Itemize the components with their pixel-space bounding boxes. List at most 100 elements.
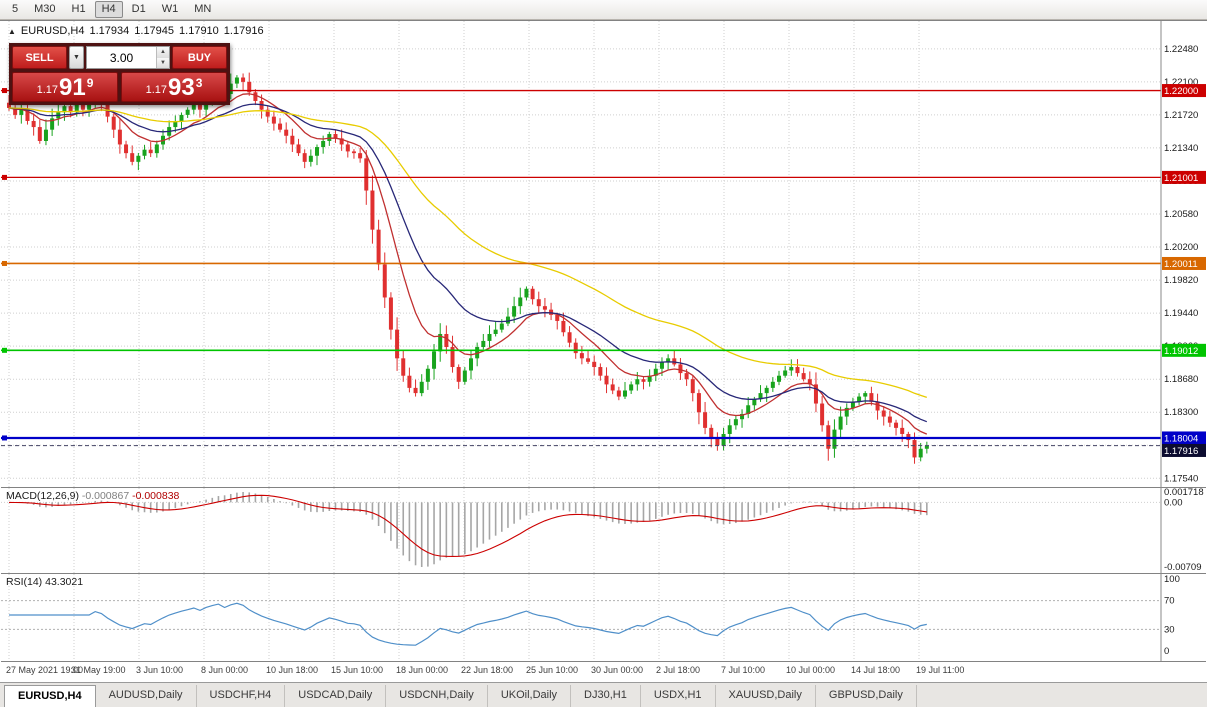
ask-pipette: 3: [195, 76, 203, 90]
buy-button[interactable]: BUY: [172, 46, 227, 69]
rsi-axis-label: 0: [1164, 646, 1169, 657]
chart-window: 1.224801.221001.217201.213401.209601.205…: [0, 20, 1207, 683]
timeframe-button-5[interactable]: 5: [5, 1, 25, 18]
ask-big-digits: 93: [168, 74, 195, 101]
time-axis-label: 19 Jul 11:00: [916, 665, 965, 675]
volume-field: ▲ ▼: [86, 46, 170, 69]
line-handle[interactable]: [2, 174, 7, 180]
time-axis-label: 10 Jul 00:00: [786, 665, 836, 675]
rsi-pane: 100 70 30 0 RSI(14) 43.3021: [1, 573, 1206, 661]
ohlc-high: 1.17945: [134, 25, 175, 37]
time-axis-label: 22 Jun 18:00: [461, 665, 514, 675]
ask-prefix: 1.17: [145, 84, 168, 96]
rsi-chart: 100 70 30 0: [1, 573, 1206, 661]
chart-tab-usdx-h1[interactable]: USDX,H1: [641, 685, 716, 707]
chart-tab-usdcad-daily[interactable]: USDCAD,Daily: [285, 685, 387, 707]
timeframe-button-m30[interactable]: M30: [27, 1, 62, 18]
ohlc-close: 1.17916: [223, 25, 264, 37]
price-axis-label: 1.19820: [1164, 275, 1198, 286]
chart-tab-dj30-h1[interactable]: DJ30,H1: [571, 685, 641, 707]
ma-slow-line: [8, 107, 928, 399]
price-axis-label: 1.22480: [1164, 44, 1198, 55]
time-axis-label: 8 Jun 00:00: [201, 665, 249, 675]
chart-tab-eurusd-h4[interactable]: EURUSD,H4: [4, 685, 96, 707]
line-handle[interactable]: [2, 435, 7, 441]
time-axis-label: 14 Jul 18:00: [851, 665, 901, 675]
time-axis-label: 7 Jul 10:00: [721, 665, 766, 675]
macd-signal-value: -0.000838: [132, 490, 180, 502]
volume-input[interactable]: [87, 47, 156, 68]
hline-price-label: 1.20011: [1164, 259, 1198, 270]
line-handle[interactable]: [2, 88, 7, 94]
rsi-axis-label: 70: [1164, 596, 1175, 607]
time-axis-label: 25 Jun 10:00: [526, 665, 579, 675]
macd-axis-label: 0.00: [1164, 497, 1183, 508]
ask-price-display[interactable]: 1.17 93 3: [121, 72, 227, 102]
macd-pane: 0.001718 0.00 -0.00709 MACD(12,26,9) -0.00…: [1, 487, 1206, 573]
hline-price-label: 1.17916: [1164, 446, 1198, 457]
rsi-axis-label: 30: [1164, 624, 1175, 635]
macd-main-value: -0.000867: [81, 490, 130, 502]
hline-price-label: 1.22000: [1164, 86, 1198, 97]
hline-price-label: 1.18004: [1164, 433, 1198, 444]
bid-pipette: 9: [86, 76, 94, 90]
chart-tab-usdchf-h4[interactable]: USDCHF,H4: [197, 685, 286, 707]
hline-price-label: 1.21001: [1164, 173, 1198, 184]
time-axis-label: 18 Jun 00:00: [396, 665, 449, 675]
timeframe-toolbar: 5 M30 H1 H4 D1 W1 MN: [0, 0, 1207, 20]
price-axis-label: 1.20580: [1164, 209, 1198, 220]
time-axis-label: 30 Jun 00:00: [591, 665, 644, 675]
rsi-value: 43.3021: [45, 576, 84, 588]
chart-tab-usdcnh-daily[interactable]: USDCNH,Daily: [386, 685, 488, 707]
chart-header: ▲ EURUSD,H4 1.17934 1.17945 1.17910 1.17…: [8, 25, 264, 37]
price-axis-label: 1.18680: [1164, 374, 1198, 385]
macd-histogram: [14, 492, 928, 567]
timeframe-button-mn[interactable]: MN: [187, 1, 218, 18]
price-axis-label: 1.21340: [1164, 143, 1198, 154]
time-axis-label: 27 May 2021 19:00: [6, 665, 84, 675]
price-axis-label: 1.17540: [1164, 473, 1198, 484]
bid-big-digits: 91: [59, 74, 86, 101]
rsi-axis-label: 100: [1164, 574, 1180, 585]
ohlc-low: 1.17910: [179, 25, 219, 37]
timeframe-button-h4[interactable]: H4: [94, 1, 123, 18]
chart-tabs-bar: EURUSD,H4 AUDUSD,Daily USDCHF,H4 USDCAD,Dai…: [0, 682, 1207, 707]
chart-tab-ukoil-daily[interactable]: UKOil,Daily: [488, 685, 572, 707]
macd-label: MACD(12,26,9) -0.000867 -0.000838: [6, 490, 180, 502]
trade-panel-controls: SELL ▼ ▲ ▼ BUY: [12, 46, 227, 69]
time-axis: 27 May 2021 19:00 31 May 19:00 3 Jun 10:00…: [1, 661, 1206, 683]
candles: [7, 72, 929, 464]
timeframe-button-d1[interactable]: D1: [125, 1, 153, 18]
volume-increase-button[interactable]: ▲: [157, 47, 169, 58]
volume-decrease-button[interactable]: ▼: [157, 57, 169, 68]
rsi-line: [9, 602, 927, 646]
chart-tab-audusd-daily[interactable]: AUDUSD,Daily: [96, 685, 197, 707]
collapse-trade-panel-icon[interactable]: ▲: [8, 26, 16, 36]
bid-price-display[interactable]: 1.17 91 9: [12, 72, 118, 102]
chart-tab-xauusd-daily[interactable]: XAUUSD,Daily: [716, 685, 816, 707]
macd-signal-line: [8, 494, 927, 557]
chart-tab-gbpusd-daily[interactable]: GBPUSD,Daily: [816, 685, 917, 707]
sell-button[interactable]: SELL: [12, 46, 67, 69]
price-axis-label: 1.22100: [1164, 77, 1198, 88]
volume-spinner: ▲ ▼: [156, 47, 169, 68]
rsi-label: RSI(14) 43.3021: [6, 576, 84, 588]
timeframe-button-h1[interactable]: H1: [65, 1, 93, 18]
price-pane: 1.224801.221001.217201.213401.209601.205…: [1, 21, 1206, 487]
time-axis-label: 31 May 19:00: [71, 665, 126, 675]
ma-fast-line: [8, 93, 928, 435]
timeframe-button-w1[interactable]: W1: [155, 1, 186, 18]
price-chart: 1.224801.221001.217201.213401.209601.205…: [1, 21, 1206, 487]
time-axis-label: 10 Jun 18:00: [266, 665, 319, 675]
macd-axis-label: 0.001718: [1164, 487, 1204, 498]
hline-price-label: 1.19012: [1164, 346, 1198, 357]
line-handle[interactable]: [2, 260, 7, 266]
price-axis-label: 1.18300: [1164, 407, 1198, 418]
ma-medium-line: [8, 103, 928, 423]
ohlc-open: 1.17934: [89, 25, 130, 37]
chart-symbol: EURUSD,H4: [20, 25, 85, 37]
volume-dropdown-button[interactable]: ▼: [69, 46, 84, 69]
line-handle[interactable]: [2, 347, 7, 353]
price-axis-label: 1.19440: [1164, 308, 1198, 319]
